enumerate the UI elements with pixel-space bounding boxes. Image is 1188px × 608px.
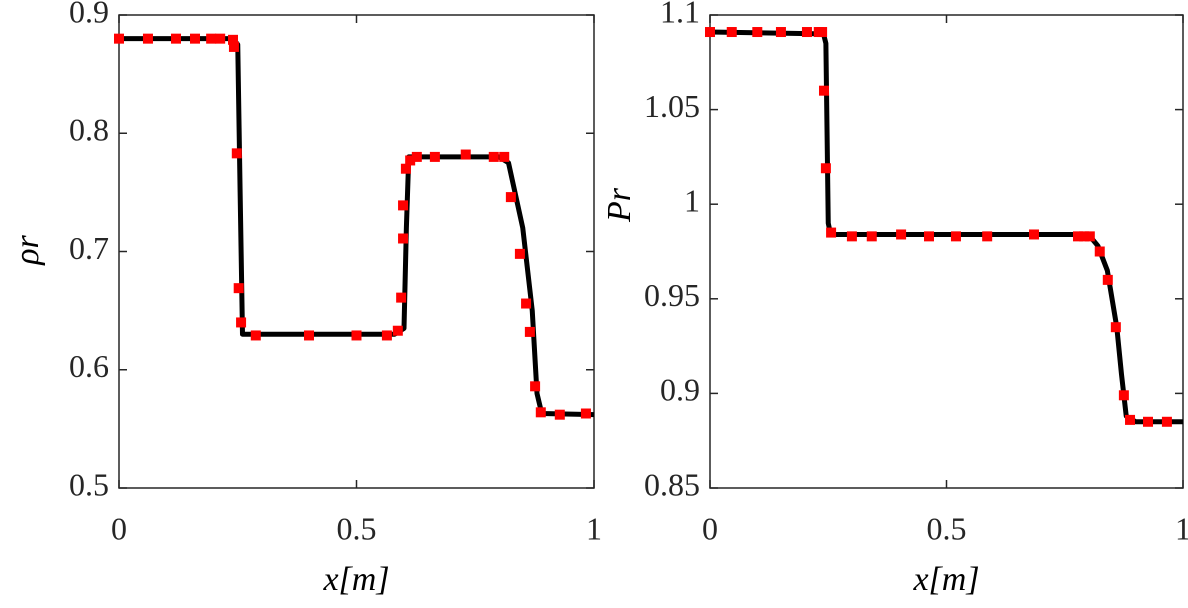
x-tick-label: 1 bbox=[586, 510, 602, 546]
data-marker bbox=[1102, 274, 1113, 285]
x-axis-label: x[m] bbox=[322, 561, 389, 598]
data-marker bbox=[1125, 414, 1136, 425]
data-marker bbox=[820, 163, 831, 174]
data-marker bbox=[505, 192, 516, 203]
data-marker bbox=[142, 33, 153, 44]
data-marker bbox=[236, 317, 247, 328]
y-axis-label: ρr bbox=[9, 234, 46, 265]
y-tick-label: 0.9 bbox=[69, 0, 109, 29]
data-marker bbox=[250, 330, 261, 341]
subplot: 0 0.5 10.50.60.70.80.9x[m]ρr bbox=[9, 0, 602, 598]
y-tick-label: 0.85 bbox=[644, 466, 700, 502]
x-tick-label: 0 bbox=[702, 510, 718, 546]
data-marker bbox=[896, 229, 907, 240]
x-tick-label: 0.5 bbox=[337, 510, 377, 546]
data-marker bbox=[1161, 416, 1172, 427]
data-marker bbox=[1084, 231, 1095, 242]
data-marker bbox=[818, 85, 829, 96]
y-tick-label: 1.05 bbox=[644, 88, 700, 124]
data-marker bbox=[400, 163, 411, 174]
x-axis-label: x[m] bbox=[912, 561, 979, 598]
y-tick-label: 0.5 bbox=[69, 466, 109, 502]
data-marker bbox=[398, 200, 409, 211]
y-tick-label: 0.95 bbox=[644, 277, 700, 313]
data-marker bbox=[499, 151, 510, 162]
data-marker bbox=[1029, 229, 1040, 240]
data-marker bbox=[304, 330, 314, 341]
data-marker bbox=[726, 27, 737, 38]
data-marker bbox=[535, 407, 546, 418]
y-tick-label: 0.6 bbox=[69, 348, 109, 384]
data-marker bbox=[171, 33, 181, 44]
data-marker bbox=[817, 27, 828, 38]
data-marker bbox=[580, 408, 591, 419]
y-tick-label: 0.9 bbox=[660, 372, 700, 408]
data-marker bbox=[801, 27, 812, 38]
data-marker bbox=[411, 151, 422, 162]
data-marker bbox=[950, 231, 961, 242]
data-marker bbox=[1110, 322, 1121, 333]
data-marker bbox=[923, 231, 934, 242]
data-marker bbox=[351, 330, 362, 341]
data-marker bbox=[206, 33, 217, 44]
data-marker bbox=[228, 34, 238, 45]
data-marker bbox=[190, 33, 200, 44]
subplot: 0 0.5 1 0.85 0.9 0.95 1 1.05 1.1 x[m] Pr bbox=[601, 0, 1188, 598]
data-marker bbox=[381, 330, 392, 341]
data-line bbox=[119, 36, 595, 418]
data-marker bbox=[228, 41, 239, 52]
data-line bbox=[709, 29, 1183, 425]
data-marker bbox=[752, 27, 763, 38]
x-tick-label: 1 bbox=[1175, 510, 1188, 546]
data-marker bbox=[982, 231, 993, 242]
data-marker bbox=[1118, 390, 1129, 401]
x-tick-label: 0 bbox=[111, 510, 127, 546]
data-marker bbox=[114, 33, 124, 44]
data-marker bbox=[398, 233, 409, 244]
data-marker bbox=[215, 33, 226, 44]
data-marker bbox=[554, 409, 565, 420]
y-tick-label: 0.8 bbox=[69, 112, 109, 148]
y-tick-label: 0.7 bbox=[69, 230, 109, 266]
data-marker bbox=[231, 148, 242, 159]
data-marker bbox=[514, 248, 525, 259]
data-marker bbox=[1079, 231, 1090, 242]
data-marker bbox=[846, 231, 857, 242]
data-marker bbox=[488, 151, 499, 162]
data-marker bbox=[705, 27, 715, 38]
data-marker bbox=[530, 381, 541, 392]
data-marker bbox=[521, 298, 532, 309]
data-marker bbox=[405, 155, 416, 166]
data-marker bbox=[1072, 231, 1083, 242]
data-marker bbox=[826, 227, 837, 238]
data-marker bbox=[429, 151, 440, 162]
data-marker bbox=[233, 283, 244, 294]
data-marker bbox=[524, 326, 535, 337]
y-tick-label: 1 bbox=[684, 183, 700, 219]
data-marker bbox=[866, 231, 877, 242]
y-axis-label: Pr bbox=[601, 187, 638, 223]
x-tick-label: 0.5 bbox=[927, 510, 967, 546]
data-marker bbox=[392, 325, 403, 336]
data-marker bbox=[460, 149, 471, 160]
data-marker bbox=[1094, 246, 1105, 257]
data-marker bbox=[1142, 416, 1153, 427]
y-tick-label: 1.1 bbox=[660, 0, 700, 29]
axes-box bbox=[709, 14, 1184, 489]
data-marker bbox=[775, 27, 786, 38]
data-marker bbox=[396, 292, 407, 303]
